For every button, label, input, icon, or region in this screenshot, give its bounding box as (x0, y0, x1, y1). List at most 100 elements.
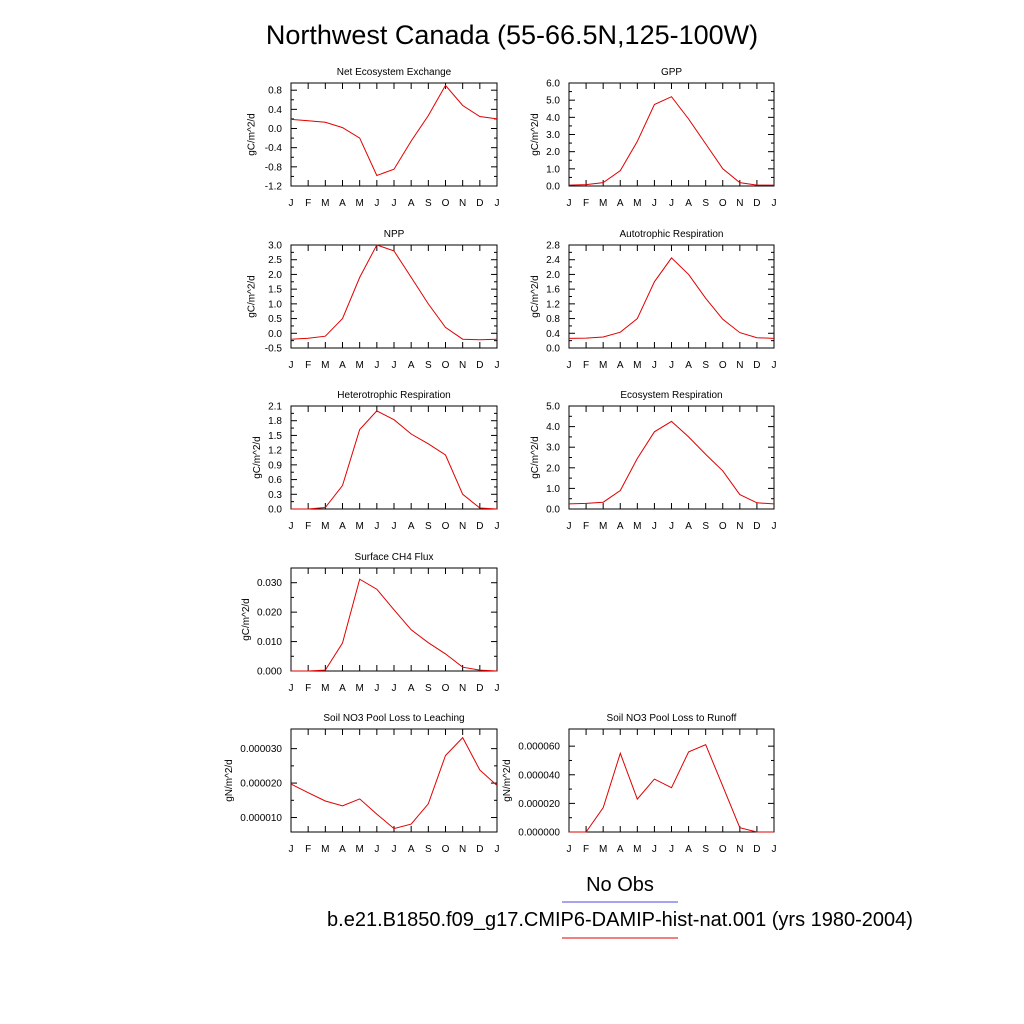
x-tick-label: N (736, 198, 743, 209)
x-tick-label: J (567, 360, 572, 371)
y-axis-label: gC/m^2/d (247, 113, 258, 156)
plot-frame (290, 244, 498, 349)
x-tick-label: O (719, 198, 727, 209)
x-tick-label: M (355, 683, 363, 694)
x-tick-label: O (442, 198, 450, 209)
x-tick-label: M (355, 198, 363, 209)
panel-title: Soil NO3 Pool Loss to Runoff (607, 713, 737, 724)
x-tick-label: A (408, 683, 415, 694)
x-tick-label: O (719, 844, 727, 855)
x-tick-label: J (289, 198, 294, 209)
panel-title: Ecosystem Respiration (620, 390, 722, 401)
y-tick-label: -0.8 (265, 162, 283, 173)
y-tick-label: 2.0 (268, 270, 282, 281)
x-tick-label: A (339, 360, 346, 371)
x-tick-label: F (583, 521, 589, 532)
panel-title: Net Ecosystem Exchange (337, 67, 452, 78)
panel-title: Heterotrophic Respiration (337, 390, 450, 401)
x-tick-label: J (495, 360, 500, 371)
panel-title: Soil NO3 Pool Loss to Leaching (323, 713, 464, 724)
x-tick-label: J (392, 844, 397, 855)
x-tick-label: A (617, 521, 624, 532)
x-tick-label: J (772, 521, 777, 532)
x-tick-label: F (305, 844, 311, 855)
x-tick-label: J (495, 683, 500, 694)
x-tick-label: J (374, 198, 379, 209)
x-tick-label: N (459, 521, 466, 532)
plot-frame (568, 244, 775, 349)
x-tick-label: M (633, 198, 641, 209)
y-axis-label: gC/m^2/d (530, 436, 541, 479)
y-tick-label: 0.000000 (518, 828, 560, 839)
x-tick-label: J (567, 198, 572, 209)
x-tick-label: M (633, 844, 641, 855)
x-tick-label: J (669, 360, 674, 371)
x-tick-label: N (459, 360, 466, 371)
x-tick-label: S (702, 844, 709, 855)
x-tick-label: J (289, 844, 294, 855)
y-tick-label: 2.0 (546, 147, 560, 158)
y-tick-label: 1.6 (546, 285, 560, 296)
x-tick-label: O (442, 360, 450, 371)
y-tick-label: 0.030 (257, 578, 282, 589)
y-tick-label: 0.000 (257, 667, 282, 678)
x-tick-label: O (719, 521, 727, 532)
x-tick-label: J (289, 683, 294, 694)
y-axis-label: gC/m^2/d (241, 598, 252, 641)
y-tick-label: 0.0 (268, 505, 282, 516)
x-tick-label: M (633, 360, 641, 371)
x-tick-label: N (459, 683, 466, 694)
y-tick-label: 0.8 (546, 314, 560, 325)
plot-frame (290, 82, 498, 187)
y-tick-label: 0.000020 (518, 799, 560, 810)
x-tick-label: J (392, 521, 397, 532)
x-tick-label: N (459, 844, 466, 855)
x-tick-label: S (425, 360, 432, 371)
x-tick-label: M (355, 844, 363, 855)
panel-title: Autotrophic Respiration (620, 229, 724, 240)
x-tick-label: S (425, 521, 432, 532)
x-tick-label: J (374, 844, 379, 855)
x-tick-label: J (392, 360, 397, 371)
x-tick-label: J (495, 198, 500, 209)
x-tick-label: J (772, 198, 777, 209)
x-tick-label: J (374, 683, 379, 694)
y-tick-label: 0.000040 (518, 770, 560, 781)
x-tick-label: J (772, 360, 777, 371)
x-tick-label: J (652, 360, 657, 371)
figure-title: Northwest Canada (55-66.5N,125-100W) (266, 20, 758, 50)
x-tick-label: M (599, 844, 607, 855)
legend: No Obs b.e21.B1850.f09_g17.CMIP6-DAMIP-h… (327, 874, 913, 939)
x-tick-label: A (339, 683, 346, 694)
x-tick-label: F (305, 198, 311, 209)
x-tick-label: J (669, 198, 674, 209)
y-tick-label: 5.0 (546, 402, 560, 413)
y-tick-label: 2.4 (546, 255, 560, 266)
y-tick-label: 0.3 (268, 490, 282, 501)
y-axis-label: gC/m^2/d (252, 436, 263, 479)
y-tick-label: 1.5 (268, 285, 282, 296)
series-line (568, 96, 774, 186)
y-tick-label: 1.2 (268, 446, 282, 457)
x-tick-label: D (753, 360, 760, 371)
x-tick-label: J (495, 844, 500, 855)
y-tick-label: -0.5 (265, 344, 283, 355)
x-tick-label: A (408, 198, 415, 209)
series-line (568, 257, 775, 339)
x-tick-label: O (719, 360, 727, 371)
panel-title: GPP (661, 67, 682, 78)
x-tick-label: N (736, 844, 743, 855)
series-line (568, 420, 775, 505)
y-tick-label: 2.1 (268, 402, 282, 413)
series-line (290, 84, 498, 177)
x-tick-label: A (685, 198, 692, 209)
x-tick-label: D (753, 198, 760, 209)
y-axis-label: gC/m^2/d (530, 275, 541, 318)
x-tick-label: J (374, 521, 379, 532)
x-tick-label: A (617, 360, 624, 371)
y-tick-label: 1.0 (268, 299, 282, 310)
x-tick-label: M (321, 844, 329, 855)
x-tick-label: A (617, 198, 624, 209)
